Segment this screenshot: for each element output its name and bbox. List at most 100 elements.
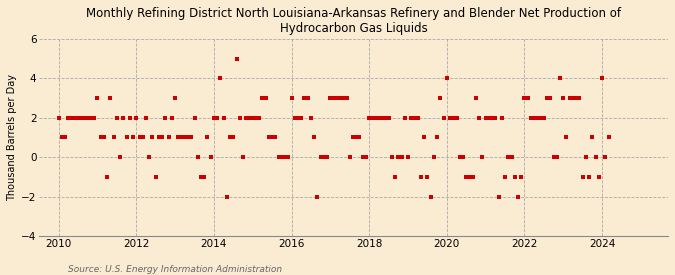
Point [218,116,229,120]
Point [360,155,371,160]
Point [328,96,339,100]
Point [131,116,142,120]
Point [134,135,145,140]
Point [338,96,349,100]
Point [53,116,64,120]
Point [261,96,271,100]
Point [496,116,507,120]
Point [400,116,410,120]
Point [541,96,552,100]
Point [250,116,261,120]
Point [451,116,462,120]
Point [377,116,387,120]
Point [212,116,223,120]
Point [429,155,439,160]
Point [493,194,504,199]
Point [532,116,543,120]
Point [325,96,335,100]
Point [331,96,342,100]
Point [270,135,281,140]
Point [176,135,187,140]
Point [293,116,304,120]
Point [234,116,245,120]
Point [416,175,427,179]
Point [373,116,384,120]
Point [66,116,77,120]
Point [348,135,358,140]
Point [458,155,468,160]
Point [183,135,194,140]
Point [225,135,236,140]
Point [296,116,306,120]
Text: Source: U.S. Energy Information Administration: Source: U.S. Energy Information Administ… [68,265,281,274]
Point [487,116,497,120]
Point [483,116,494,120]
Point [603,135,614,140]
Point [89,116,100,120]
Point [273,155,284,160]
Point [76,116,86,120]
Point [302,96,313,100]
Point [306,116,317,120]
Point [290,116,300,120]
Point [73,116,84,120]
Point [409,116,420,120]
Point [312,194,323,199]
Point [438,116,449,120]
Point [186,135,196,140]
Point [257,96,268,100]
Point [254,116,265,120]
Point [539,116,549,120]
Point [564,96,575,100]
Point [169,96,180,100]
Point [209,116,219,120]
Point [448,116,459,120]
Point [545,96,556,100]
Point [63,116,74,120]
Point [412,116,423,120]
Point [490,116,501,120]
Point [124,116,135,120]
Point [111,116,122,120]
Point [425,194,436,199]
Point [418,135,429,140]
Point [244,116,255,120]
Point [95,135,106,140]
Point [477,155,488,160]
Point [231,56,242,61]
Point [189,116,200,120]
Point [241,116,252,120]
Point [335,96,346,100]
Point [205,155,216,160]
Point [574,96,585,100]
Point [147,135,158,140]
Point [344,155,355,160]
Point [577,175,588,179]
Point [435,96,446,100]
Point [464,175,475,179]
Point [263,135,274,140]
Point [128,135,138,140]
Point [79,116,90,120]
Point [138,135,148,140]
Point [308,135,319,140]
Point [510,175,520,179]
Point [202,135,213,140]
Point [516,175,526,179]
Point [551,155,562,160]
Point [215,76,226,81]
Point [341,96,352,100]
Point [383,116,394,120]
Point [474,116,485,120]
Point [105,96,116,100]
Point [108,135,119,140]
Point [357,155,368,160]
Point [558,96,568,100]
Point [548,155,559,160]
Point [402,155,413,160]
Point [555,76,566,81]
Point [354,135,365,140]
Point [571,96,582,100]
Point [396,155,407,160]
Point [118,116,129,120]
